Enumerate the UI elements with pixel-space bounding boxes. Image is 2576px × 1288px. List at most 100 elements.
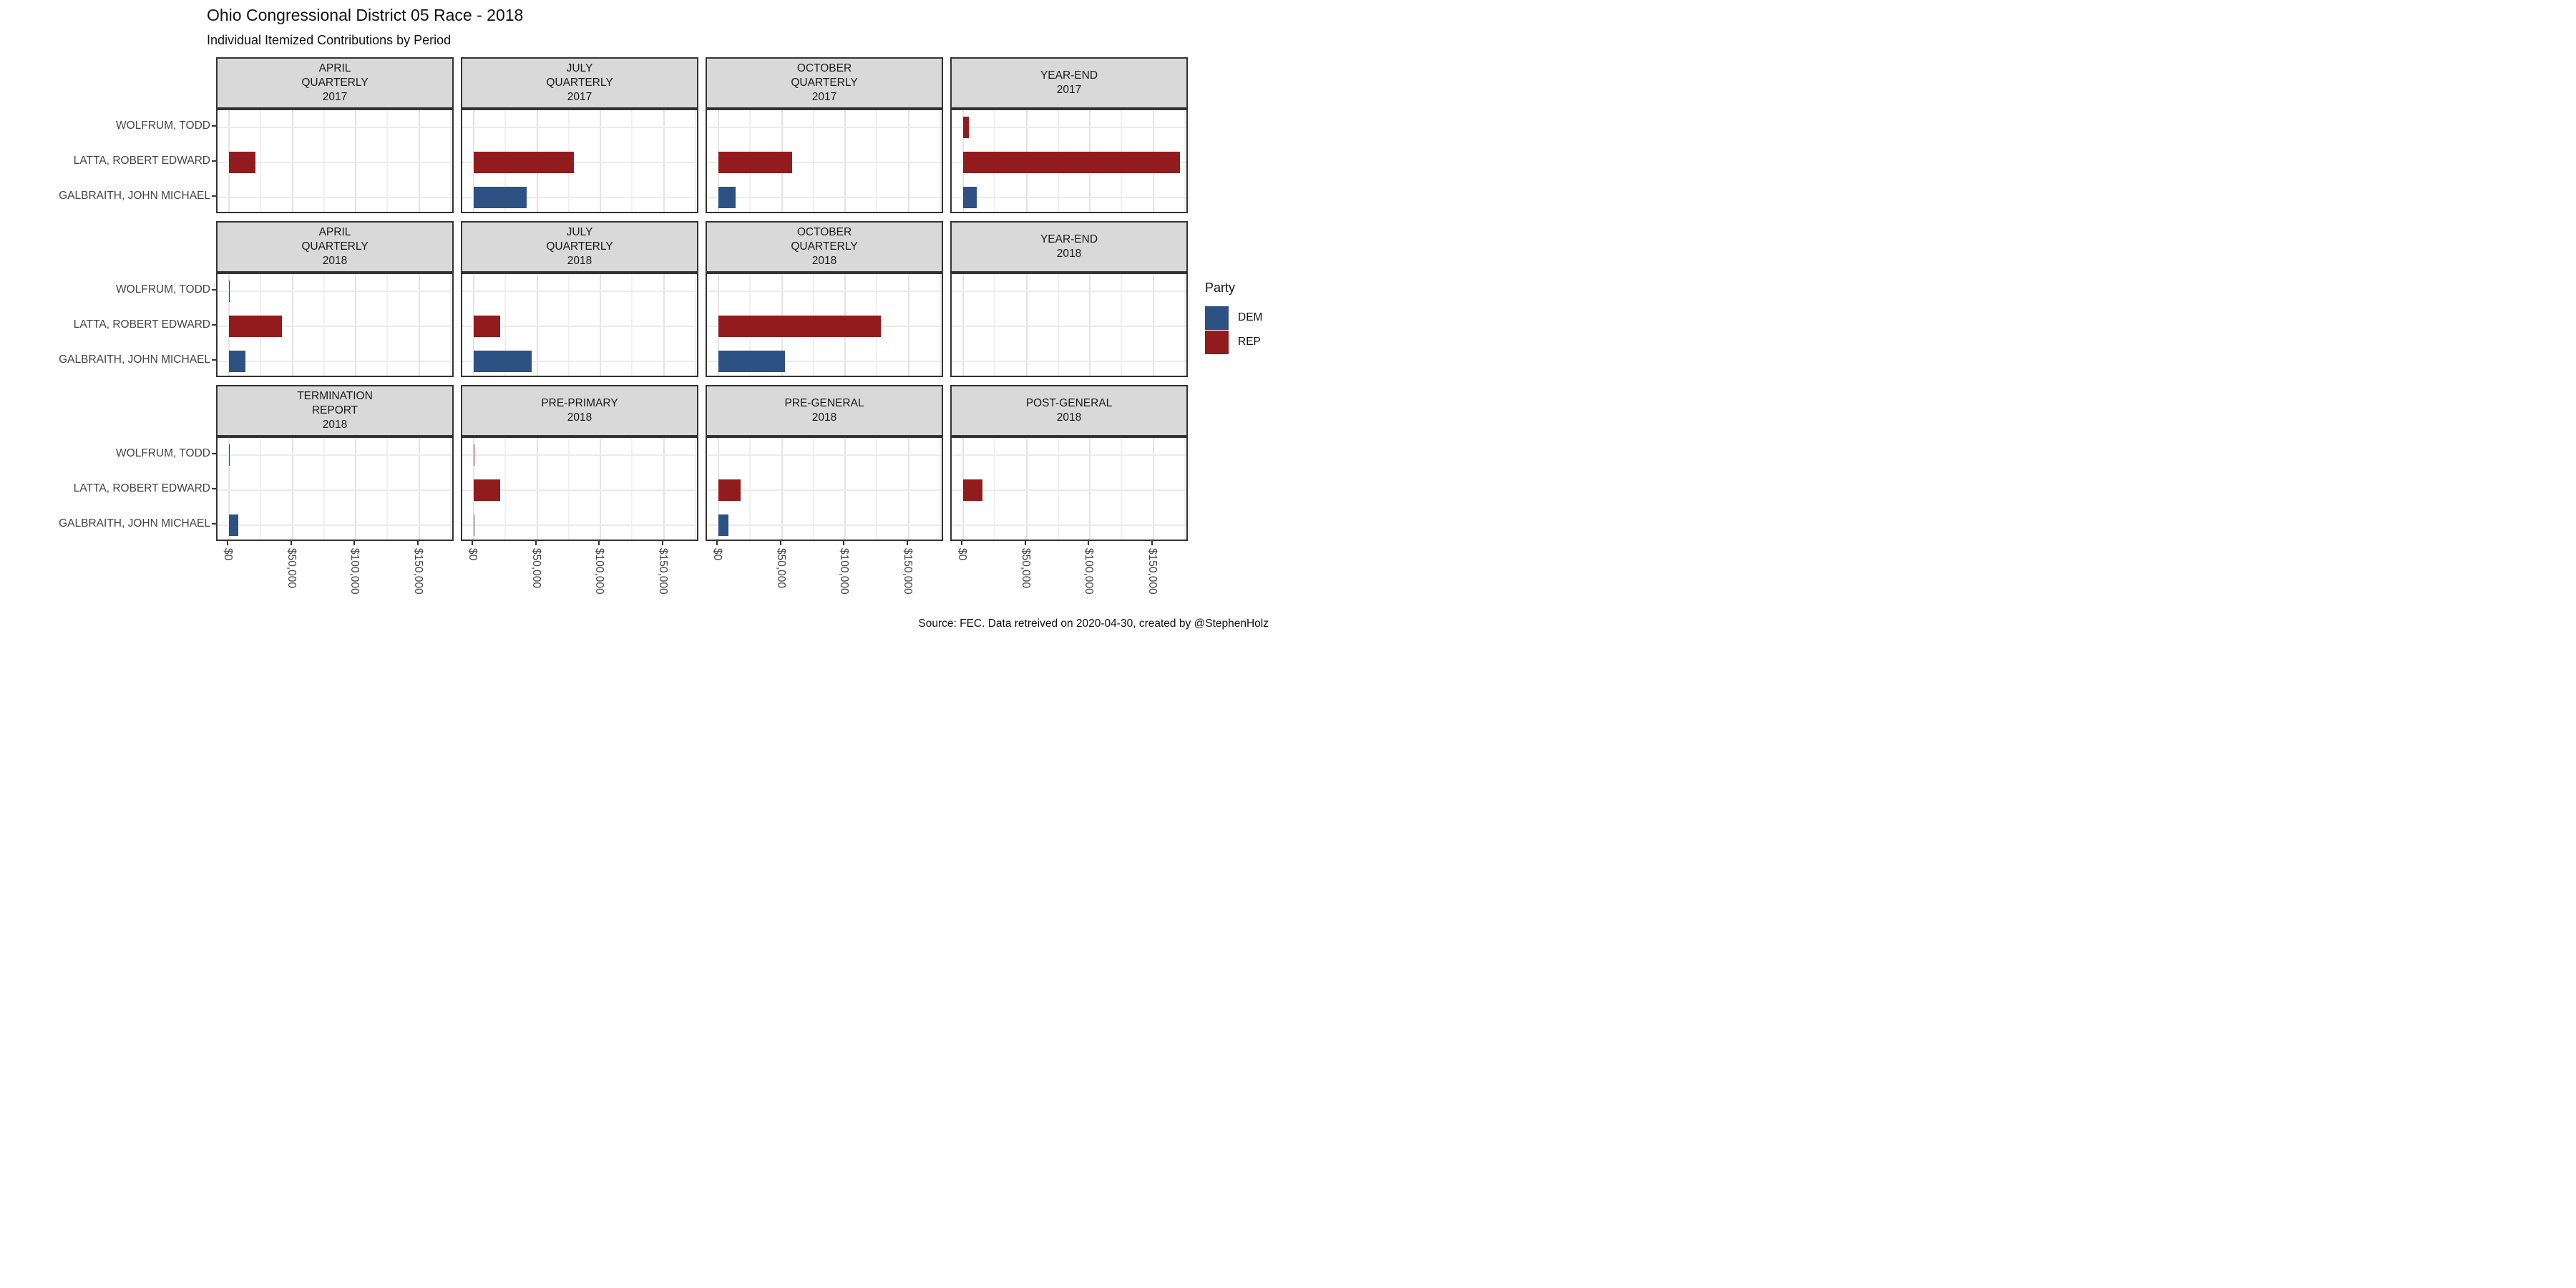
y-axis-label: GALBRAITH, JOHN MICHAEL bbox=[59, 517, 210, 530]
gridline-vertical bbox=[1184, 438, 1186, 540]
bar-rep bbox=[474, 316, 501, 337]
gridline-vertical bbox=[600, 274, 601, 376]
bar-rep bbox=[229, 316, 283, 337]
facet-panel bbox=[706, 436, 943, 541]
gridline-vertical bbox=[876, 110, 878, 212]
gridline-vertical bbox=[907, 274, 909, 376]
gridline-vertical bbox=[260, 110, 262, 212]
y-axis-label: GALBRAITH, JOHN MICHAEL bbox=[59, 189, 210, 202]
gridline-vertical bbox=[1121, 438, 1123, 540]
facet-strip: PRE-GENERAL 2018 bbox=[706, 385, 943, 436]
gridline-vertical bbox=[1121, 274, 1123, 376]
gridline-vertical bbox=[631, 110, 633, 212]
y-tick-mark bbox=[212, 522, 216, 525]
facet-strip-label: 2017 bbox=[567, 91, 592, 103]
gridline-horizontal bbox=[462, 489, 697, 491]
gridline-horizontal bbox=[462, 454, 697, 457]
bar-dem bbox=[474, 350, 532, 372]
gridline-horizontal bbox=[707, 360, 942, 362]
gridline-vertical bbox=[323, 274, 325, 376]
x-tick-mark bbox=[227, 541, 228, 545]
bar-rep bbox=[474, 152, 574, 173]
bar-dem bbox=[229, 350, 245, 372]
gridline-horizontal bbox=[707, 291, 942, 293]
gridline-horizontal bbox=[218, 489, 452, 491]
x-tick-mark bbox=[535, 541, 537, 545]
y-tick-mark bbox=[212, 358, 216, 361]
facet-strip-label: QUARTERLY bbox=[791, 77, 858, 89]
gridline-vertical bbox=[504, 438, 507, 540]
facet-panel bbox=[950, 436, 1188, 541]
y-axis-label: GALBRAITH, JOHN MICHAEL bbox=[59, 353, 210, 366]
gridline-vertical bbox=[694, 110, 696, 212]
bar-dem bbox=[718, 350, 785, 372]
gridline-vertical bbox=[812, 110, 814, 212]
gridline-vertical bbox=[228, 438, 230, 540]
gridline-horizontal bbox=[952, 291, 1186, 293]
gridline-horizontal bbox=[218, 196, 452, 198]
chart-caption: Source: FEC. Data retreived on 2020-04-3… bbox=[918, 618, 1269, 630]
gridline-vertical bbox=[600, 110, 601, 212]
gridline-horizontal bbox=[462, 326, 697, 327]
y-axis-label: LATTA, ROBERT EDWARD bbox=[73, 318, 210, 331]
facet-strip: OCTOBER QUARTERLY 2017 bbox=[706, 57, 943, 109]
x-axis-label: $100,000 bbox=[838, 548, 850, 595]
x-tick-mark bbox=[661, 541, 663, 545]
gridline-horizontal bbox=[952, 360, 1186, 362]
gridline-vertical bbox=[291, 110, 293, 212]
gridline-vertical bbox=[449, 274, 452, 376]
facet-strip-label: TERMINATION bbox=[297, 390, 373, 402]
gridline-horizontal bbox=[218, 326, 452, 327]
facet-strip-label: 2018 bbox=[322, 255, 348, 267]
gridline-horizontal bbox=[952, 489, 1186, 491]
y-axis-label: WOLFRUM, TODD bbox=[115, 283, 210, 296]
gridline-horizontal bbox=[462, 127, 697, 129]
x-tick-mark bbox=[416, 541, 419, 545]
x-tick-mark bbox=[472, 541, 473, 545]
gridline-horizontal bbox=[952, 196, 1186, 198]
x-tick-mark bbox=[1024, 541, 1026, 545]
gridline-horizontal bbox=[707, 489, 942, 491]
gridline-horizontal bbox=[707, 162, 942, 163]
facet-panel bbox=[461, 436, 698, 541]
facet-strip-label: YEAR-END bbox=[1040, 69, 1098, 82]
gridline-vertical bbox=[449, 110, 452, 212]
x-axis-label: $50,000 bbox=[285, 548, 298, 589]
gridline-vertical bbox=[567, 438, 570, 540]
x-axis-label: $0 bbox=[711, 548, 723, 561]
bar-dem bbox=[474, 186, 527, 208]
gridline-vertical bbox=[1089, 438, 1091, 540]
facet-strip-label: POST-GENERAL bbox=[1025, 397, 1113, 409]
gridline-vertical bbox=[291, 438, 293, 540]
y-tick-mark bbox=[212, 160, 216, 162]
facet-strip: YEAR-END 2018 bbox=[950, 221, 1188, 273]
gridline-vertical bbox=[694, 438, 696, 540]
gridline-vertical bbox=[876, 438, 878, 540]
y-tick-mark bbox=[212, 453, 216, 455]
y-axis-label: LATTA, ROBERT EDWARD bbox=[73, 482, 210, 494]
legend-title: Party bbox=[1205, 280, 1236, 295]
gridline-horizontal bbox=[218, 162, 452, 163]
facet-strip-label: PRE-PRIMARY bbox=[541, 397, 618, 409]
gridline-vertical bbox=[449, 438, 452, 540]
gridline-vertical bbox=[567, 274, 570, 376]
chart-subtitle: Individual Itemized Contributions by Per… bbox=[207, 33, 452, 47]
facet-strip-label: 2018 bbox=[811, 255, 837, 267]
gridline-horizontal bbox=[952, 127, 1186, 129]
facet-panel bbox=[706, 109, 943, 213]
gridline-vertical bbox=[536, 274, 538, 376]
y-tick-mark bbox=[212, 289, 216, 291]
gridline-vertical bbox=[1184, 274, 1186, 376]
gridline-horizontal bbox=[707, 454, 942, 457]
bar-rep bbox=[229, 280, 230, 303]
bar-rep bbox=[229, 152, 256, 173]
facet-strip-label: QUARTERLY bbox=[791, 240, 858, 253]
facet-strip-label: 2017 bbox=[1056, 84, 1082, 96]
x-axis-label: $150,000 bbox=[901, 548, 914, 595]
facet-panel bbox=[950, 273, 1188, 377]
facet-strip-label: JULY bbox=[566, 62, 593, 74]
gridline-horizontal bbox=[462, 162, 697, 163]
x-axis-label: $150,000 bbox=[411, 548, 424, 595]
x-tick-mark bbox=[1088, 541, 1089, 545]
bar-dem bbox=[718, 186, 736, 208]
